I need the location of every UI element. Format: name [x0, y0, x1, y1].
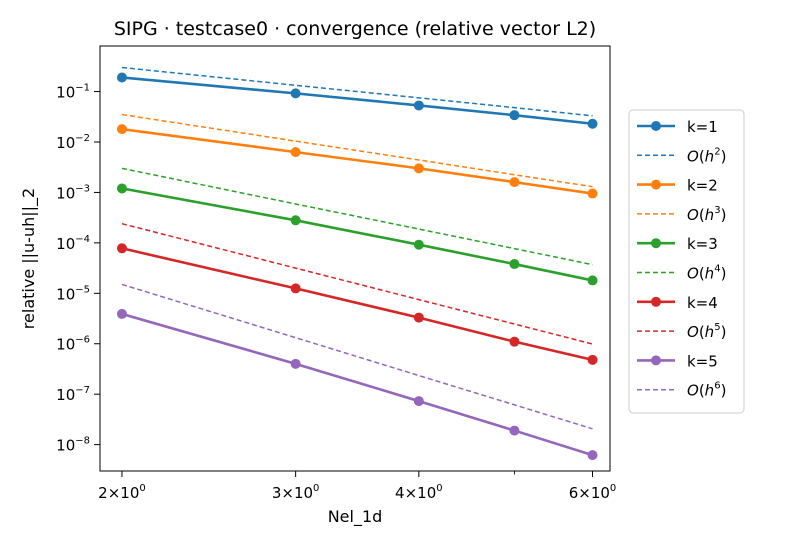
legend-entry: k=5	[637, 352, 718, 370]
data-point	[413, 163, 424, 174]
series-3	[121, 113, 593, 188]
x-tick-label: 3×100	[272, 483, 320, 502]
data-point	[116, 72, 127, 83]
data-point	[116, 308, 127, 319]
legend-label: O(h5)	[687, 322, 726, 341]
data-point	[116, 124, 127, 135]
data-point	[509, 425, 520, 436]
data-point	[413, 396, 424, 407]
series-layer	[116, 66, 598, 461]
legend-label: k=3	[687, 235, 718, 253]
legend-label: k=1	[687, 118, 718, 136]
legend-swatch-marker	[651, 121, 661, 131]
y-tick-label: 10−2	[56, 133, 90, 152]
chart-title: SIPG · testcase0 · convergence (relative…	[114, 18, 596, 40]
legend-label: O(h2)	[687, 146, 726, 165]
series-line	[121, 76, 593, 126]
data-point	[116, 183, 127, 194]
series-1	[121, 66, 593, 117]
legend-swatch-marker	[651, 355, 661, 366]
legend-entry: O(h3)	[637, 205, 726, 224]
y-tick-label: 10−7	[56, 385, 90, 404]
series-0	[116, 72, 598, 129]
y-tick-label: 10−5	[56, 284, 90, 303]
legend-entry: k=2	[637, 177, 718, 195]
data-point	[509, 110, 520, 121]
series-6	[116, 243, 598, 365]
legend-entry: O(h2)	[637, 146, 726, 165]
series-7	[121, 222, 593, 345]
data-point	[413, 312, 424, 323]
legend-label: O(h3)	[687, 205, 726, 224]
x-axis-label: Nel_1d	[328, 507, 383, 527]
data-point	[587, 354, 598, 365]
series-4	[116, 183, 598, 286]
reference-line	[121, 283, 593, 430]
reference-line	[121, 222, 593, 345]
data-point	[587, 275, 598, 286]
legend-entry: k=4	[637, 294, 718, 312]
legend-swatch-marker	[651, 238, 661, 249]
legend-entry: O(h6)	[637, 381, 726, 400]
plot-area-frame	[99, 45, 611, 472]
legend-swatch-marker	[651, 296, 661, 307]
data-point	[290, 283, 301, 294]
y-tick-label: 10−3	[56, 183, 90, 202]
data-point	[509, 177, 520, 188]
data-point	[116, 243, 127, 254]
series-line	[121, 127, 593, 195]
series-2	[116, 124, 598, 199]
y-tick-label: 10−1	[56, 83, 90, 102]
legend-label: k=2	[687, 177, 718, 195]
data-point	[509, 259, 520, 270]
series-8	[116, 308, 598, 461]
legend-label: O(h6)	[687, 381, 726, 400]
x-tick-label: 6×100	[569, 483, 617, 502]
x-tick-label: 2×100	[98, 483, 146, 502]
reference-line	[121, 66, 593, 117]
legend-label: k=4	[687, 294, 718, 312]
data-point	[587, 450, 598, 461]
x-tick-label: 4×100	[395, 483, 443, 502]
data-point	[290, 358, 301, 369]
data-point	[413, 239, 424, 250]
legend-swatch-marker	[651, 179, 661, 190]
data-point	[509, 336, 520, 347]
reference-line	[121, 113, 593, 188]
y-tick-label: 10−4	[56, 234, 90, 253]
series-9	[121, 283, 593, 430]
series-line	[121, 187, 593, 282]
data-point	[413, 100, 424, 111]
series-5	[121, 167, 593, 266]
data-point	[290, 88, 301, 99]
legend-label: O(h4)	[687, 264, 726, 283]
data-point	[587, 188, 598, 199]
legend-entry: k=1	[637, 118, 718, 136]
legend-label: k=5	[687, 352, 718, 370]
data-point	[290, 147, 301, 158]
y-tick-label: 10−6	[56, 335, 90, 354]
data-point	[290, 215, 301, 226]
series-line	[121, 312, 593, 457]
y-axis-label: relative ||u-uh||_2	[19, 188, 39, 329]
y-tick-label: 10−8	[56, 436, 90, 455]
y-axis-ticks: 10−1 10−2 10−3 10−4 10−5 10−6 10−7 10−8	[56, 83, 100, 455]
legend-entry: k=3	[637, 235, 718, 253]
data-point	[587, 118, 598, 129]
legend-entry: O(h5)	[637, 322, 726, 341]
reference-line	[121, 167, 593, 266]
x-axis-ticks: 2×100 3×100 4×100 6×100	[98, 471, 616, 502]
legend-entry: O(h4)	[637, 264, 726, 283]
legend: k=1 O(h2) k=2 O(h3) k=3 O(h4) k=4 O(h5) k=5 O(h6)	[628, 109, 745, 414]
